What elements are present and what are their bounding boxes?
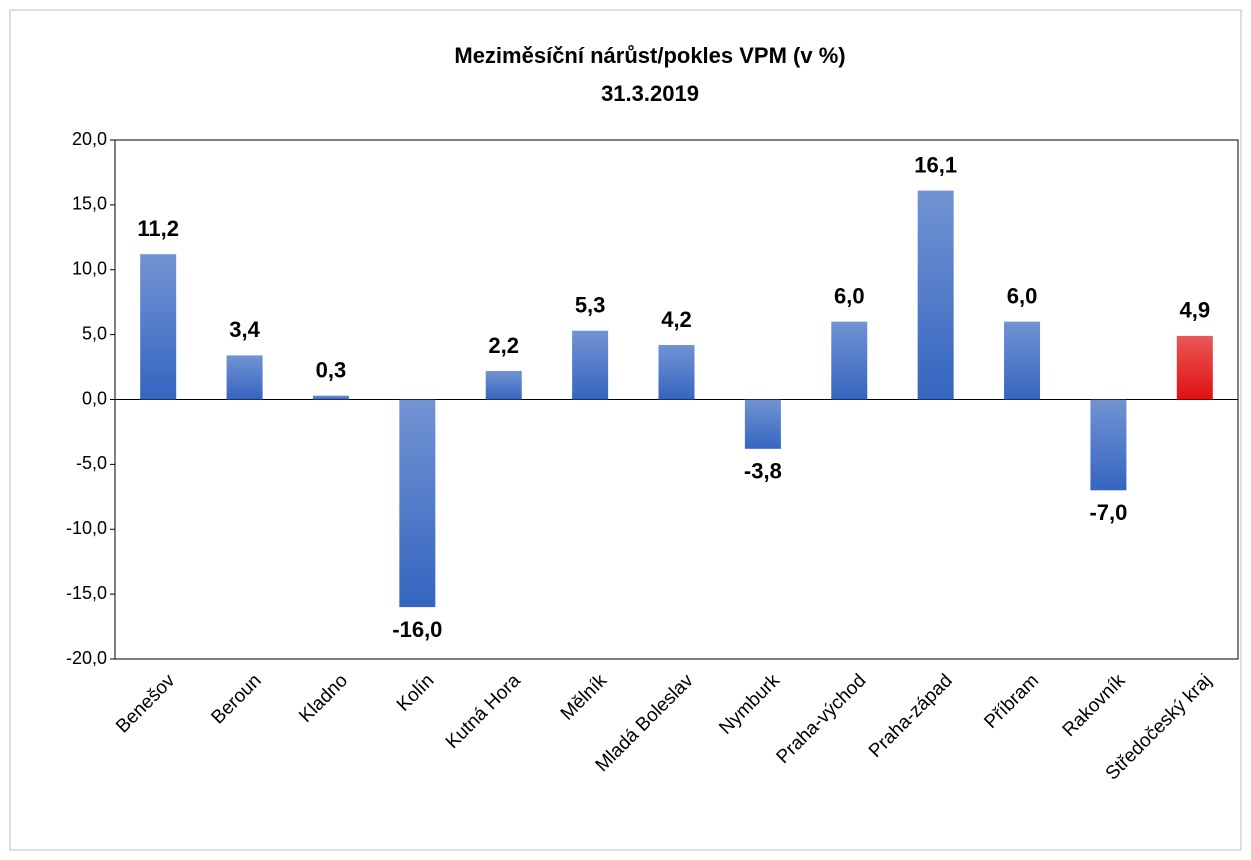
bar — [831, 321, 868, 400]
value-label: 11,2 — [137, 216, 179, 241]
bar — [572, 330, 609, 400]
y-tick-label: -15,0 — [66, 583, 107, 603]
y-tick-label: 5,0 — [82, 323, 107, 343]
bar — [399, 399, 436, 608]
value-label: 2,2 — [488, 333, 519, 358]
value-label: 6,0 — [1007, 283, 1038, 308]
bar — [1090, 399, 1127, 491]
bar — [1004, 321, 1041, 400]
y-tick-label: 20,0 — [72, 129, 107, 149]
chart-border — [9, 9, 1242, 851]
bar — [485, 370, 522, 400]
value-label: 3,4 — [229, 317, 260, 342]
y-tick-label: -10,0 — [66, 518, 107, 538]
value-label: 0,3 — [316, 357, 347, 382]
value-label: -7,0 — [1089, 500, 1127, 525]
bar — [226, 355, 263, 400]
chart-title: Meziměsíční nárůst/pokles VPM (v %) — [454, 43, 845, 68]
value-label: 16,1 — [914, 152, 957, 177]
bar — [140, 254, 177, 400]
value-label: 6,0 — [834, 283, 865, 308]
chart-subtitle: 31.3.2019 — [601, 81, 699, 106]
y-tick-label: 10,0 — [72, 259, 107, 279]
y-tick-label: 15,0 — [72, 194, 107, 214]
y-tick-label: 0,0 — [82, 388, 107, 408]
bar — [1176, 335, 1213, 400]
bar — [917, 190, 954, 400]
y-tick-label: -5,0 — [76, 453, 107, 473]
value-label: -16,0 — [392, 617, 442, 642]
y-tick-label: -20,0 — [66, 648, 107, 668]
value-label: -3,8 — [744, 459, 782, 484]
value-label: 4,2 — [661, 307, 692, 332]
bar — [312, 395, 349, 400]
value-label: 4,9 — [1180, 298, 1211, 323]
bar — [744, 399, 781, 449]
bar — [658, 345, 695, 400]
value-label: 5,3 — [575, 293, 606, 318]
